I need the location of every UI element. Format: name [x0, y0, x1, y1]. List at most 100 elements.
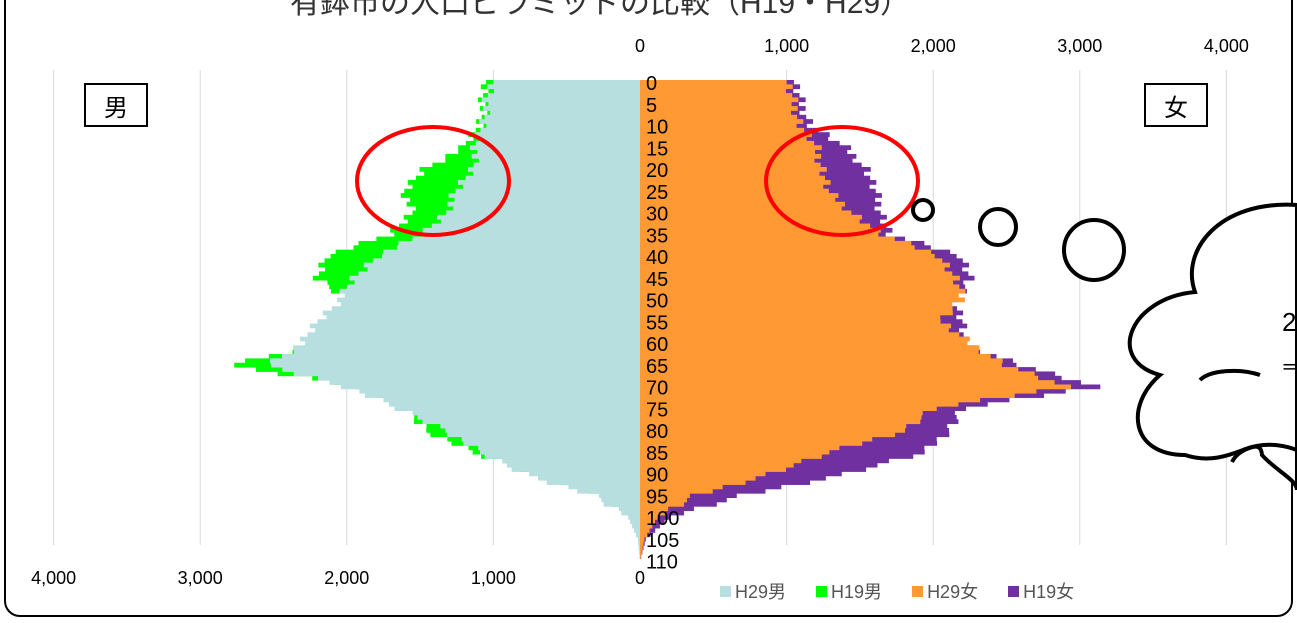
bar-H29男-35 [426, 232, 640, 237]
bar-H29男-11 [480, 127, 640, 133]
bar-H29女-0 [640, 80, 787, 85]
bar-H29女-11 [640, 127, 805, 133]
legend-swatch [816, 585, 828, 597]
bar-H29男-8 [484, 114, 640, 120]
bar-H29男-79 [440, 423, 640, 429]
top-tick-label: 1,000 [764, 36, 809, 56]
bar-H29男-46 [354, 280, 640, 285]
bar-H29男-17 [471, 153, 640, 159]
bar-H29女-23 [640, 180, 831, 185]
bar-H29男-14 [475, 140, 640, 146]
bar-H29男-3 [487, 93, 640, 98]
top-tick-label: 4,000 [1204, 36, 1249, 56]
bar-H29女-48 [640, 288, 966, 294]
bar-H29男-81 [447, 432, 640, 438]
age-label: 65 [646, 356, 668, 378]
bar-H29女-45 [640, 275, 960, 281]
bar-H29女-100 [640, 515, 658, 520]
bar-H29男-33 [431, 223, 640, 229]
bar-H29男-22 [465, 175, 640, 181]
bar-H29女-96 [640, 497, 687, 503]
bar-H29女-8 [640, 114, 798, 120]
legend-item: H29女 [912, 578, 978, 604]
bar-H29男-85 [479, 449, 640, 455]
bar-H29女-30 [640, 210, 852, 216]
bar-H29男-102 [632, 523, 640, 529]
age-label: 0 [646, 73, 657, 95]
bar-H29女-65 [640, 362, 1002, 368]
age-label: 55 [646, 312, 668, 334]
bar-H29女-16 [640, 149, 816, 155]
bar-H29女-81 [640, 432, 896, 438]
bar-H29男-77 [417, 414, 640, 420]
bar-H29女-7 [640, 110, 791, 116]
bar-H29男-20 [467, 167, 640, 172]
bar-H29女-60 [640, 341, 968, 346]
bar-H29男-91 [537, 475, 640, 481]
annotations [355, 125, 1297, 491]
bar-H29男-63 [282, 354, 640, 359]
bar-H29女-33 [640, 223, 871, 229]
legend-item: H29男 [720, 578, 786, 604]
bar-H29男-15 [469, 145, 640, 150]
bar-H29女-62 [640, 349, 979, 355]
age-label: 100 [646, 508, 679, 530]
bar-H29女-42 [640, 262, 950, 268]
bar-H29女-103 [640, 528, 650, 533]
bar-H29女-43 [640, 267, 945, 272]
bar-H29女-87 [640, 458, 802, 464]
bar-H29男-36 [412, 236, 640, 242]
bar-H29男-80 [445, 428, 640, 433]
bar-H29男-32 [440, 219, 640, 224]
bar-H29女-79 [640, 423, 907, 429]
bar-H29男-62 [294, 349, 640, 355]
age-label: 15 [646, 138, 668, 160]
bar-H29男-84 [478, 445, 640, 451]
thought-dot-small [911, 198, 935, 222]
highlight-circle-male [355, 125, 511, 237]
bar-H29男-25 [455, 188, 640, 194]
bar-H29男-31 [437, 214, 640, 220]
age-labels: 0510152025303540455055606570758085909510… [646, 73, 679, 574]
bar-H29女-107 [640, 545, 643, 551]
bar-H29女-69 [640, 380, 1055, 385]
bar-H29男-55 [317, 319, 640, 324]
thought-dot-medium [978, 207, 1018, 247]
bar-H29女-15 [640, 145, 822, 150]
bar-H29男-49 [344, 293, 640, 298]
bar-H29男-98 [618, 506, 640, 512]
bar-H29女-102 [640, 523, 653, 529]
bar-H29女-6 [640, 106, 798, 111]
bar-H29男-88 [506, 462, 640, 468]
bar-H29女-63 [640, 354, 991, 359]
bottom-tick-label: 1,000 [471, 568, 516, 588]
bar-H29男-74 [389, 401, 640, 407]
bar-H29女-24 [640, 184, 824, 190]
bar-H29男-45 [349, 275, 640, 281]
bar-H29男-103 [633, 528, 640, 533]
bar-H29男-50 [337, 297, 640, 303]
bar-H29女-88 [640, 462, 794, 468]
bar-H29男-65 [270, 362, 640, 368]
bar-H29男-1 [487, 84, 640, 90]
bar-H29女-78 [640, 419, 921, 425]
bar-H29女-104 [640, 532, 648, 538]
bar-H29男-78 [422, 419, 640, 425]
bar-H29男-38 [397, 245, 640, 251]
bar-H29女-55 [640, 319, 941, 324]
bottom-tick-label: 4,000 [31, 568, 76, 588]
bar-H29女-49 [640, 293, 959, 298]
thought-cloud [1127, 202, 1297, 491]
axis-ticks: 0 1,000 2,000 3,000 4,000 4,000 3,000 2,000 1,00… [31, 36, 1249, 588]
bar-H29男-106 [638, 541, 640, 546]
age-label: 80 [646, 421, 668, 443]
bar-H29女-9 [640, 119, 804, 124]
bar-H29女-41 [640, 258, 943, 264]
bar-H29女-1 [640, 84, 793, 90]
legend-swatch [720, 585, 731, 597]
bar-H29女-83 [640, 441, 863, 446]
bar-H29男-66 [282, 367, 640, 372]
female-label: 女 [1144, 83, 1208, 127]
bar-H29男-2 [493, 88, 640, 94]
